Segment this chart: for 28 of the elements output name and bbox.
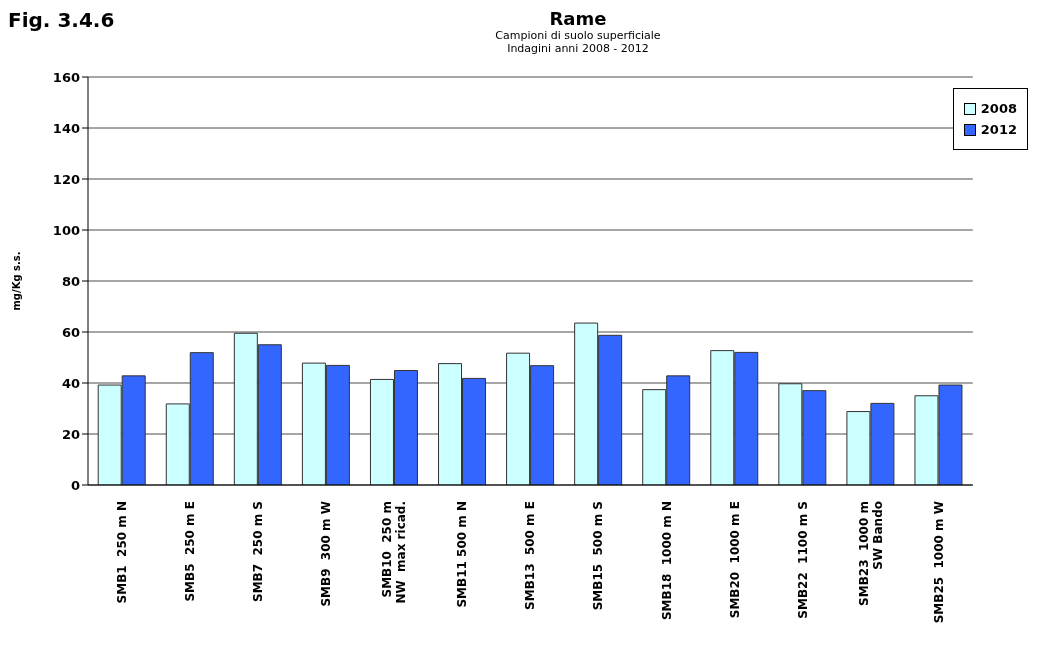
y-tick-label: 100: [52, 222, 80, 238]
legend-label: 2012: [980, 122, 1017, 137]
x-tick-label: SMB7 250 m S: [251, 501, 266, 602]
x-tick-label: SMB9 300 m W: [319, 501, 334, 607]
y-tick-label: 140: [52, 120, 80, 136]
chart-subtitle: Campioni di suolo superficiale Indagini anni 2008 - 2012: [494, 29, 662, 55]
x-tick-label: SMB13 500 m E: [523, 501, 538, 610]
x-tick-label: SMB10 250 m NW max ricad.: [380, 501, 409, 604]
chart-title: Rame: [549, 8, 607, 29]
legend-label: 2008: [980, 101, 1017, 116]
x-tick-label: SMB5 250 m E: [183, 501, 198, 602]
caption: Fig. 3.4.6: [8, 8, 115, 32]
x-tick-label: SMB18 1000 m N: [659, 501, 674, 621]
y-tick-label: 80: [61, 273, 80, 289]
x-tick-label: SMB1 250 m N: [115, 501, 130, 604]
x-tick-label: SMB15 500 m S: [591, 501, 606, 611]
y-tick-label: 60: [61, 324, 80, 340]
x-tick-label: SMB22 1100 m S: [795, 501, 810, 619]
y-axis-title: mg/Kg s.s.: [10, 251, 22, 311]
x-tick-label: SMB23 1000 m SW Bando: [856, 501, 885, 606]
y-tick-label: 20: [61, 426, 80, 442]
y-tick-label: 40: [61, 375, 80, 391]
y-tick-label: 120: [52, 171, 80, 187]
y-tick-label: 0: [70, 477, 80, 493]
x-tick-label: SMB25 1000 m W: [931, 501, 946, 624]
x-tick-label: SMB20 1000 m E: [727, 501, 742, 619]
y-tick-label: 160: [52, 69, 80, 85]
x-tick-label: SMB11 500 m N: [455, 501, 470, 608]
